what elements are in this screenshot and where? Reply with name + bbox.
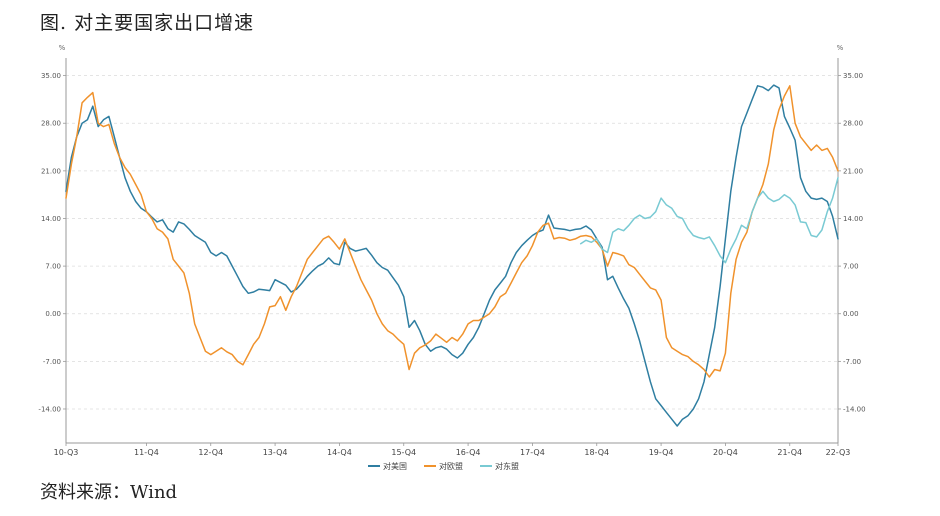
x-tick-label: 18-Q4 xyxy=(584,448,609,457)
x-tick-label: 19-Q4 xyxy=(649,448,674,457)
right-tick-label: -14.00 xyxy=(843,405,866,413)
left-tick-label: 7.00 xyxy=(45,263,61,271)
right-tick-label: 0.00 xyxy=(843,310,859,318)
right-tick-label: 14.00 xyxy=(843,215,863,223)
left-tick-label: -7.00 xyxy=(43,358,61,366)
legend: 对美国 对欧盟 对东盟 xyxy=(368,461,519,471)
x-tick-label: 21-Q4 xyxy=(777,448,802,457)
x-tick-label: 15-Q4 xyxy=(391,448,416,457)
right-unit-label: % xyxy=(837,44,844,52)
left-tick-label: 28.00 xyxy=(41,120,61,128)
right-tick-label: 21.00 xyxy=(843,167,863,175)
legend-label: 对美国 xyxy=(383,461,407,471)
x-tick-label: 10-Q3 xyxy=(54,448,79,457)
left-y-ticks: 35.00 28.00 21.00 14.00 7.00 0.00 -7.00 -14.00 xyxy=(38,72,66,413)
series-line-0 xyxy=(65,84,839,427)
series-line-2 xyxy=(579,176,839,264)
left-unit-label: % xyxy=(59,44,66,52)
right-y-ticks: 35.00 28.00 21.00 14.00 7.00 0.00 -7.00 -14.00 xyxy=(838,72,866,413)
legend-label: 对东盟 xyxy=(495,461,519,471)
source-note: 资料来源：Wind xyxy=(40,482,178,503)
right-tick-label: 7.00 xyxy=(843,263,859,271)
x-tick-label: 13-Q4 xyxy=(263,448,288,457)
series-line-1 xyxy=(65,85,839,378)
right-tick-label: 28.00 xyxy=(843,120,863,128)
figure-title: 图. 对主要国家出口增速 xyxy=(40,12,255,34)
legend-label: 对欧盟 xyxy=(439,461,463,471)
x-tick-label: 14-Q4 xyxy=(327,448,352,457)
x-tick-label: 20-Q4 xyxy=(713,448,738,457)
left-tick-label: 14.00 xyxy=(41,215,61,223)
x-tick-label: 12-Q4 xyxy=(198,448,223,457)
x-tick-label: 11-Q4 xyxy=(134,448,159,457)
axes: % % xyxy=(59,44,844,444)
x-tick-label: 16-Q4 xyxy=(456,448,481,457)
left-tick-label: -14.00 xyxy=(38,405,61,413)
left-tick-label: 35.00 xyxy=(41,72,61,80)
x-tick-label: 17-Q4 xyxy=(520,448,545,457)
right-tick-label: 35.00 xyxy=(843,72,863,80)
grid-lines xyxy=(66,75,838,410)
left-tick-label: 21.00 xyxy=(41,167,61,175)
left-tick-label: 0.00 xyxy=(45,310,61,318)
series-lines xyxy=(65,84,839,427)
right-tick-label: -7.00 xyxy=(843,358,861,366)
x-tick-label: 22-Q3 xyxy=(826,448,851,457)
x-ticks: 10-Q3 11-Q4 12-Q4 13-Q4 14-Q4 15-Q4 16-Q4 17-Q4… xyxy=(54,443,851,457)
